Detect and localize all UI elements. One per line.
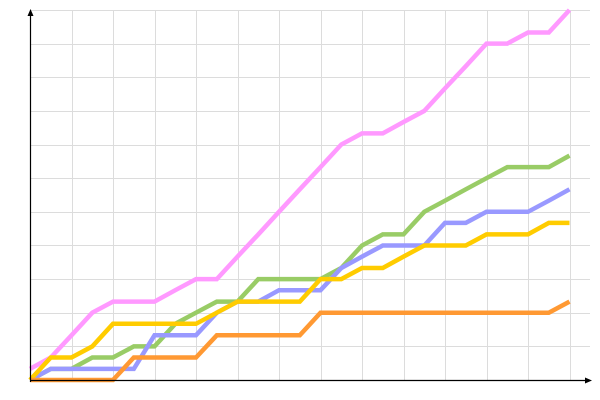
series-line-4 — [28, 220, 570, 382]
axes — [27, 9, 592, 384]
y-axis-arrow — [27, 9, 34, 16]
series-line-2 — [28, 153, 571, 382]
series-line-5 — [30, 299, 571, 383]
x-axis-arrow — [585, 377, 592, 384]
series-line-1 — [28, 8, 572, 371]
series-lines — [28, 8, 572, 383]
series-line-3 — [28, 187, 571, 382]
